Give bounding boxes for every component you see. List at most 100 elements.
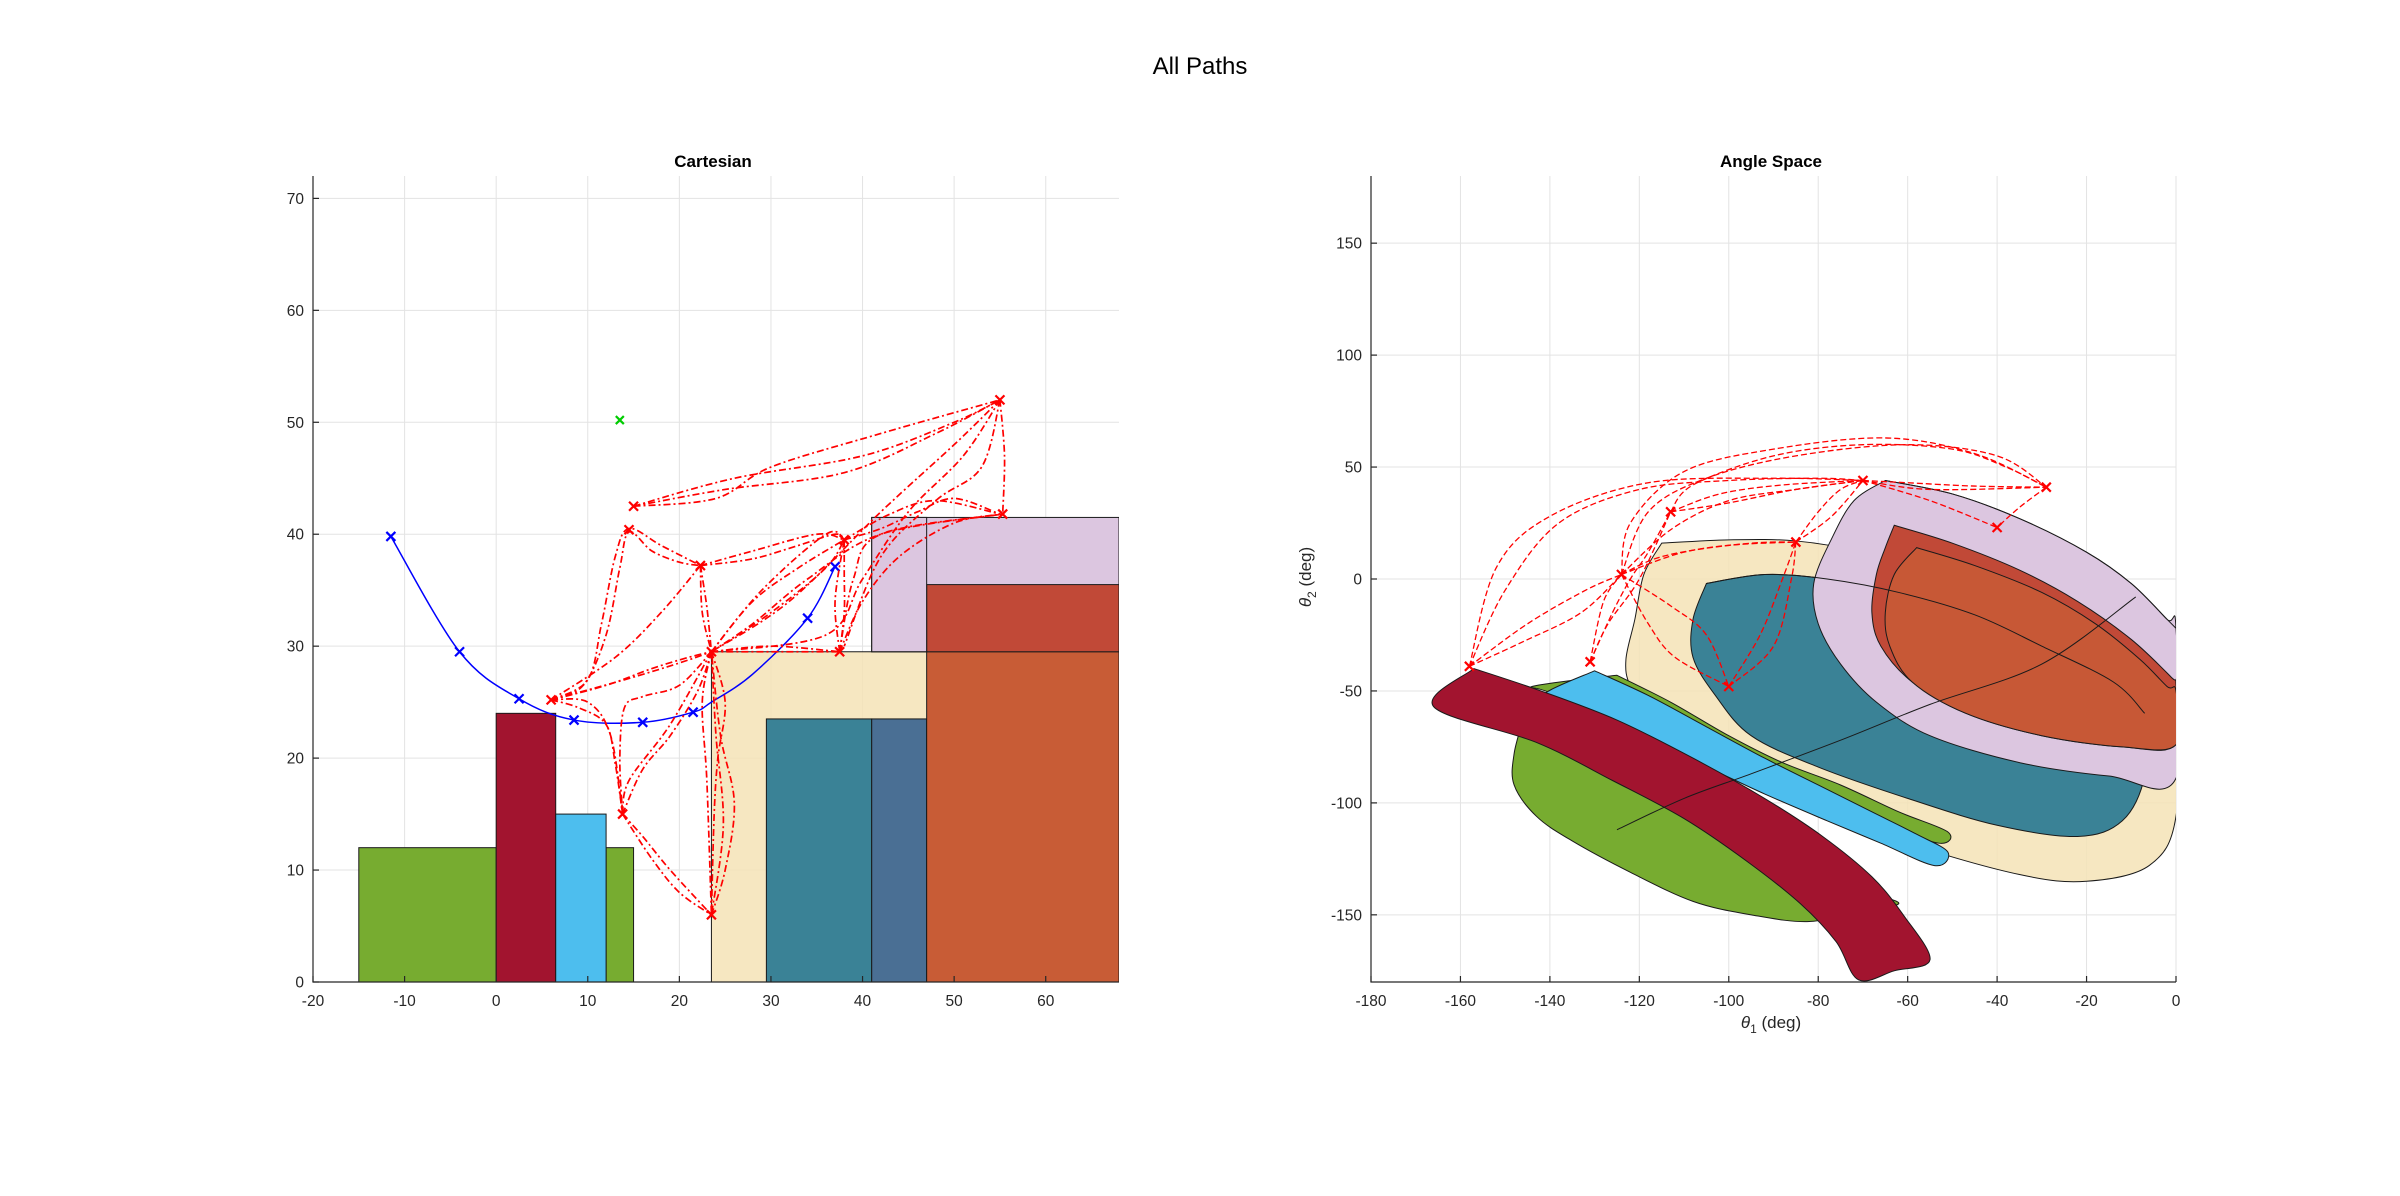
angle-x-tick-label: -100 — [1713, 993, 1744, 1010]
angle-y-tick-label: 50 — [1345, 460, 1363, 477]
obstacle-green — [358, 847, 497, 982]
cartesian-path-marker — [628, 500, 639, 512]
angle-path — [1621, 573, 1730, 687]
obstacle-crimson — [495, 712, 557, 982]
arc-marker — [829, 561, 841, 572]
cartesian-path-marker — [706, 909, 717, 921]
cartesian-path — [551, 698, 624, 815]
angle-path — [1621, 541, 1796, 576]
cartesian-path — [550, 527, 701, 701]
cartesian-path — [838, 513, 1003, 652]
obstacle-slate — [871, 718, 928, 982]
angle-path — [1996, 486, 2047, 528]
cart-x-tick-label: 50 — [946, 993, 964, 1010]
angle-y-tick-label: 0 — [1353, 572, 1362, 589]
arc-marker — [637, 717, 649, 728]
angle-y-tick-label: 100 — [1336, 348, 1362, 365]
angle-path — [1795, 480, 1864, 543]
cartesian-path-marker — [994, 394, 1006, 406]
cartesian-path — [710, 539, 845, 653]
angle-path — [1670, 443, 2047, 513]
cartesian-path — [621, 813, 712, 916]
cartesian-path — [621, 813, 713, 916]
angle-path — [1670, 479, 1863, 513]
cartesian-path-marker — [997, 508, 1008, 520]
obstacle-sky — [555, 813, 607, 982]
angle-path — [1621, 479, 1864, 576]
cartesian-path — [700, 533, 845, 567]
angle-path — [1620, 574, 1730, 688]
angle-x-tick-label: -120 — [1624, 993, 1655, 1010]
cartesian-path — [999, 399, 1006, 515]
angle-x-tick-label: -20 — [2075, 993, 2098, 1010]
cartesian-path — [633, 399, 1001, 508]
cartesian-path — [710, 651, 736, 916]
angle-path-marker — [1790, 536, 1802, 548]
cartesian-path-marker — [838, 534, 850, 546]
cart-y-tick-label: 50 — [287, 415, 305, 432]
cartesian-path — [834, 539, 846, 652]
angle-x-tick-label: -60 — [1896, 993, 1919, 1010]
cart-plot-area — [358, 394, 1119, 982]
cartesian-path-marker — [834, 646, 845, 658]
cart-y-tick-label: 60 — [287, 303, 305, 320]
cartesian-path — [618, 651, 713, 815]
angle-space-plot: Angle Space θ1 (deg) θ2 (deg) -180 -160 -1… — [1296, 152, 2181, 1036]
cartesian-path-marker — [617, 808, 628, 820]
cartesian-path — [710, 530, 845, 653]
angle-space-x-label: θ1 (deg) — [1741, 1013, 1801, 1036]
angle-y-tick-label: 150 — [1336, 236, 1362, 253]
arc-marker — [513, 693, 525, 705]
angle-path — [1620, 444, 2047, 575]
cartesian-path — [550, 650, 712, 701]
cart-y-tick-label: 0 — [295, 975, 304, 992]
angle-y-tick-label: -100 — [1331, 795, 1362, 812]
arc-marker — [568, 714, 580, 726]
cartesian-path — [699, 565, 713, 652]
angle-path-marker — [2041, 481, 2052, 493]
angle-path — [1469, 574, 1622, 667]
region-outline — [1885, 479, 2176, 629]
cart-x-tick-label: 20 — [671, 993, 689, 1010]
angle-space-y-label: θ2 (deg) — [1296, 547, 1319, 607]
angle-path-marker — [1616, 569, 1627, 580]
cartesian-path — [710, 399, 1001, 653]
arc-marker — [454, 646, 465, 658]
angle-plot-area — [1431, 437, 2176, 982]
cartesian-path — [843, 399, 1001, 647]
cartesian-path — [621, 651, 713, 815]
cart-y-tick-label: 20 — [287, 751, 305, 768]
cartesian-path-marker — [695, 560, 706, 571]
cartesian-path — [710, 651, 727, 915]
cart-y-tick-label: 30 — [287, 639, 305, 656]
cart-x-tick-label: 0 — [492, 993, 501, 1010]
arc-marker — [385, 531, 397, 542]
angle-path — [1468, 477, 1863, 667]
obstacle-teal — [765, 718, 873, 982]
angle-path — [1728, 541, 1797, 687]
angle-path — [1621, 541, 1796, 576]
cartesian-path — [550, 650, 712, 701]
cartesian-path-marker — [623, 524, 635, 536]
angle-path-marker — [1857, 475, 1869, 486]
cart-x-tick-label: -10 — [393, 993, 416, 1010]
cart-y-tick-label: 10 — [287, 863, 305, 880]
cart-x-tick-label: 60 — [1037, 993, 1055, 1010]
cartesian-path — [710, 513, 1003, 653]
cart-x-tick-label: 10 — [579, 993, 597, 1010]
cart-y-tick-label: 40 — [287, 527, 305, 544]
angle-path — [1620, 437, 2047, 575]
cartesian-path — [633, 399, 1001, 508]
angle-path — [1795, 479, 1864, 543]
angle-x-tick-label: -40 — [1986, 993, 2009, 1010]
angle-path — [1469, 573, 1622, 667]
angle-x-tick-label: -180 — [1355, 993, 1386, 1010]
cartesian-path — [699, 565, 713, 652]
cartesian-path — [710, 651, 725, 915]
angle-path — [1589, 574, 1622, 662]
region-outline — [1706, 573, 2146, 714]
angle-x-tick-label: -80 — [1807, 993, 1830, 1010]
angle-path — [1862, 479, 2047, 488]
angle-x-tick-label: -140 — [1534, 993, 1565, 1010]
angle-path-marker — [1464, 661, 1475, 672]
